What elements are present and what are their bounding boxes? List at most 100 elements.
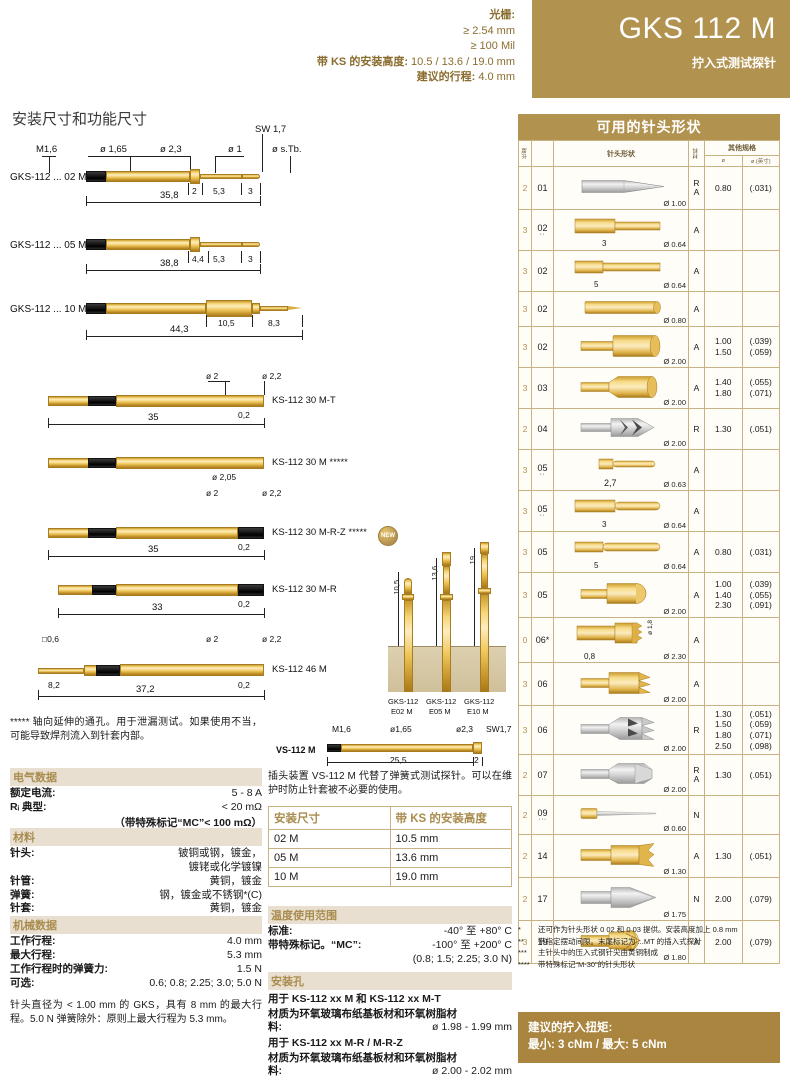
row-value: ø 1.98 - 1.99 mm — [432, 1021, 512, 1033]
cell-shape: 5 Ø 0.64 — [553, 531, 689, 573]
dim-tick — [474, 548, 475, 646]
tip-dim: 2,7 — [604, 478, 617, 488]
col-header-material: 材料 — [688, 140, 705, 167]
cell-code: 17 — [531, 877, 554, 921]
cell-length: 3 — [518, 250, 532, 292]
new-badge: NEW — [378, 526, 398, 546]
cell-code-text: 05 — [537, 462, 548, 473]
table-row: 02 M 10.5 mm — [268, 829, 512, 849]
install-dim-e10: 19 — [468, 556, 477, 565]
cell-material-text: A — [693, 382, 700, 393]
row-key: Rᵢ 典型: — [10, 800, 47, 813]
table-row: 05 M 13.6 mm — [268, 848, 512, 868]
table-row: 可选: 0.6; 0.8; 2.25; 3.0; 5.0 N — [10, 977, 262, 991]
mechanical-note: 针头直径为 < 1.00 mm 的 GKS，具有 8 mm 的最大行程。5.0 … — [10, 1000, 262, 1026]
row-value: 铍铜或钢，镀金， — [178, 847, 262, 859]
cell-shape: Ø 2.00 — [553, 408, 689, 450]
cell-mm: 1.30 — [704, 408, 743, 450]
dim-tick — [86, 264, 87, 274]
dim-line-total — [86, 202, 260, 203]
tip-diameter: Ø 0.63 — [663, 480, 686, 489]
sleeve-dia-a2: ø 2 — [206, 488, 219, 498]
grid-mm: ≥ 2.54 mm — [463, 24, 515, 37]
cell-code: 02 — [531, 250, 554, 292]
tip-art-step-flat2 — [574, 259, 662, 278]
tip-diameter: Ø 1.00 — [663, 199, 686, 208]
leader-line — [262, 134, 263, 172]
cell-in-text: (.051) (.059) (.071) (.098) — [749, 708, 772, 751]
row-key: 针头: — [10, 847, 35, 859]
tip-diameter: Ø 2.00 — [663, 398, 686, 407]
dim-tick — [482, 757, 483, 766]
dim-total-05m: 38,8 — [160, 258, 179, 269]
mount-height-value: 10.5 / 13.6 / 19.0 mm — [411, 55, 515, 68]
table-row: 3 05 5 Ø 0.64 A 0.80 (.031) — [518, 531, 780, 573]
page-title: GKS 112 M — [618, 12, 776, 45]
cell-in — [741, 449, 780, 491]
table-row: 镀铑或化学镀镍 — [10, 861, 263, 875]
install-label-e02-1: GKS-112 — [388, 697, 419, 706]
tip-dim: 0,8 — [584, 652, 596, 661]
row-key: 工作行程: — [10, 935, 56, 947]
table-row: 3 05 ·· 3 Ø 0.64 A — [518, 490, 780, 532]
sleeve-offset: 0,2 — [238, 410, 250, 420]
probe-body — [404, 600, 413, 692]
mechanical-heading: 机械数据 — [10, 916, 262, 934]
table-row: 弹簧: 钢，镀金或不锈钢*(C) — [10, 889, 262, 903]
tip-diameter: Ø 2.00 — [663, 785, 686, 794]
callout-d1: ø 1 — [228, 144, 242, 155]
cell-in: (.039) (.055) (.091) — [741, 572, 780, 618]
table-row: 料: ø 2.00 - 2.02 mm — [268, 1065, 512, 1079]
cell-mm: 1.30 1.50 1.80 2.50 — [704, 705, 743, 755]
table-row: 0 06* 0,8 ø 1,8 Ø 2.30 A — [518, 617, 780, 663]
cell-in-text: (.079) — [749, 936, 772, 947]
row-key: 工作行程时的弹簧力: — [10, 962, 108, 975]
mechanical-block: 机械数据 工作行程: 4.0 mm 最大行程: 5.3 mm 工作行程时的弹簧力… — [10, 916, 262, 1027]
tip-dim: 5 — [594, 561, 599, 570]
cell-in — [741, 617, 780, 663]
mount-hole-heading: 安装孔 — [268, 972, 512, 990]
electrical-note: （带特殊标记“MC”< 100 mΩ） — [114, 816, 262, 829]
row-value: 5.3 mm — [226, 948, 262, 961]
dim-tick — [241, 251, 242, 263]
cell-in: (.079) — [741, 920, 780, 964]
row-value: < 20 mΩ — [221, 800, 262, 813]
vs-barrel — [341, 744, 473, 752]
cell-code: 06 — [531, 705, 554, 755]
dim-line — [48, 424, 264, 425]
vs-callout-d165: ø1,65 — [390, 724, 412, 734]
cell-in — [741, 662, 780, 706]
tip-art-needle — [580, 807, 662, 824]
table-row: 针套: 黄铜，镀金 — [10, 902, 262, 916]
cell-mm: 1.40 1.80 — [704, 367, 743, 409]
dim-seg-3: 3 — [248, 186, 253, 196]
probe-hex — [402, 594, 414, 600]
table-row: 3 03 Ø 2.00 A 1.40 1.80 (.055) (.071) — [518, 367, 780, 409]
tip-art-big-bevel — [580, 375, 662, 402]
row-key: 可选: — [10, 976, 35, 989]
row-value: -100° 至 +200° C — [432, 938, 512, 951]
cell-mm-text: 1.30 — [714, 769, 732, 780]
row-value: 黄铜，镀金 — [209, 874, 263, 887]
table-row: 3 05 Ø 2.00 A 1.00 1.40 2.30 (.039) (.05… — [518, 572, 780, 618]
cell-in — [741, 250, 780, 292]
sleeve-label-46m: KS-112 46 M — [272, 664, 327, 675]
col-header-shape: 针头形状 — [553, 140, 689, 167]
install-label-e05-2: E05 M — [429, 707, 451, 716]
cell-material-text: A — [693, 634, 700, 645]
tip-diameter: Ø 0.80 — [663, 316, 686, 325]
tip-diameter: Ø 0.64 — [663, 281, 686, 290]
cell-shape: Ø 1.75 — [553, 877, 689, 921]
pin-plunger — [200, 242, 242, 247]
tip-shapes-panel: 可用的针头形状 长度 针头形状 材料 其他规格 ø ø (英寸) 2 01 — [518, 114, 780, 964]
mount-height-label: 带 KS 的安装高度: — [316, 55, 408, 68]
footnote-mark: **** — [518, 959, 530, 969]
cell-material: A — [688, 367, 705, 409]
cell-mm: 1.00 1.50 — [704, 326, 743, 368]
footnote-mark: * — [518, 925, 521, 934]
cell-code: 06 — [531, 662, 554, 706]
dim-seg-2: 8,3 — [268, 318, 280, 328]
dim-tick — [252, 315, 253, 327]
callout-sw17: SW 1,7 — [255, 124, 287, 135]
cell-length: 3 — [518, 705, 532, 755]
